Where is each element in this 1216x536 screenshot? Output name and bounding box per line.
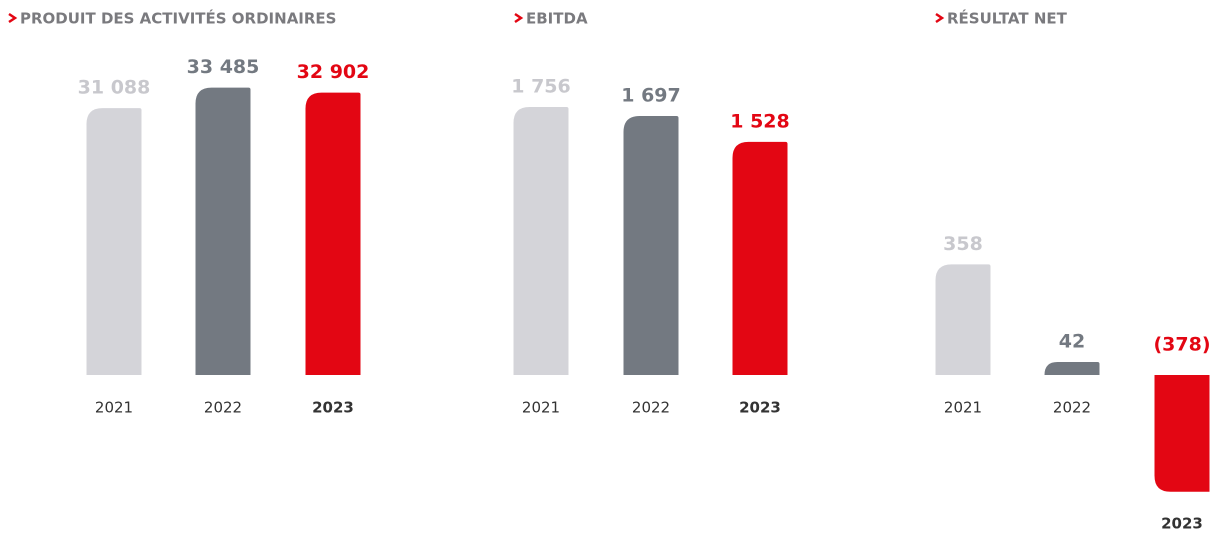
category-label: 2022 xyxy=(632,399,670,417)
category-label: 2021 xyxy=(95,399,133,417)
chevron xyxy=(514,12,524,24)
category-label: 2023 xyxy=(1161,514,1203,532)
category-label: 2022 xyxy=(1053,399,1091,417)
bar xyxy=(732,141,788,375)
chevron xyxy=(935,12,945,24)
bar xyxy=(305,92,361,376)
category-label: 2023 xyxy=(739,399,781,417)
value-label: 32 902 xyxy=(297,61,370,83)
bar xyxy=(1154,375,1210,492)
category-label: 2021 xyxy=(522,399,560,417)
value-label: 358 xyxy=(943,233,983,255)
chevron xyxy=(8,12,18,24)
value-label: 1 756 xyxy=(511,76,571,98)
bar xyxy=(623,116,679,376)
bar xyxy=(935,264,991,375)
value-label: (378) xyxy=(1153,334,1210,356)
value-label: 1 697 xyxy=(621,85,681,107)
value-label: 33 485 xyxy=(187,56,260,78)
chart-title: PRODUIT DES ACTIVITÉS ORDINAIRES xyxy=(20,9,337,28)
chart-title: EBITDA xyxy=(526,10,588,28)
value-label: 31 088 xyxy=(78,77,151,99)
bar xyxy=(86,108,142,376)
category-label: 2022 xyxy=(204,399,242,417)
bar xyxy=(513,107,569,375)
value-label: 42 xyxy=(1059,331,1085,353)
category-label: 2021 xyxy=(944,399,982,417)
bar xyxy=(195,87,251,375)
category-label: 2023 xyxy=(312,399,354,417)
bar xyxy=(1044,362,1100,375)
value-label: 1 528 xyxy=(730,110,790,132)
chart-title: RÉSULTAT NET xyxy=(947,9,1068,28)
